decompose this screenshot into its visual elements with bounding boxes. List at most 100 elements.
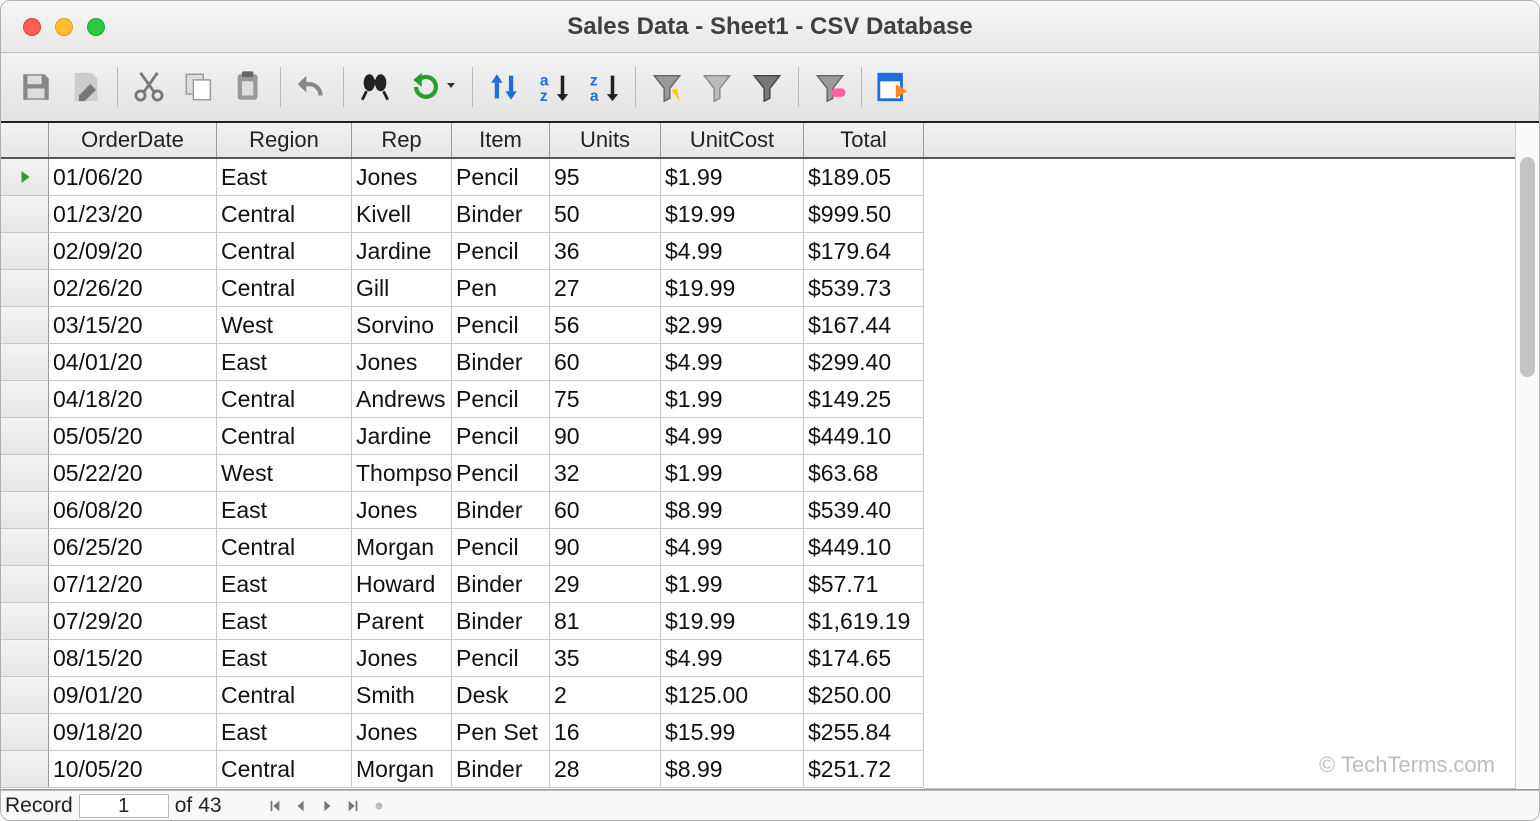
cell[interactable]: East: [217, 159, 352, 196]
cell[interactable]: 01/23/20: [49, 196, 217, 233]
table-row[interactable]: 08/15/20EastJonesPencil35$4.99$174.65: [1, 640, 924, 677]
cell[interactable]: Pencil: [452, 381, 550, 418]
cell[interactable]: Pencil: [452, 455, 550, 492]
cell[interactable]: Howard: [352, 566, 452, 603]
cell[interactable]: Binder: [452, 566, 550, 603]
cell[interactable]: $449.10: [804, 529, 924, 566]
cell[interactable]: Jones: [352, 344, 452, 381]
cell[interactable]: Morgan: [352, 529, 452, 566]
sort-button[interactable]: [479, 62, 529, 112]
cell[interactable]: Thompson: [352, 455, 452, 492]
cell[interactable]: West: [217, 455, 352, 492]
sort-asc-button[interactable]: az: [529, 62, 579, 112]
close-window-button[interactable]: [23, 18, 41, 36]
cell[interactable]: 02/09/20: [49, 233, 217, 270]
zoom-window-button[interactable]: [87, 18, 105, 36]
cell[interactable]: $250.00: [804, 677, 924, 714]
cell[interactable]: Binder: [452, 751, 550, 788]
minimize-window-button[interactable]: [55, 18, 73, 36]
cell[interactable]: $19.99: [661, 270, 804, 307]
cell[interactable]: $449.10: [804, 418, 924, 455]
cell[interactable]: Pencil: [452, 529, 550, 566]
cell[interactable]: 09/18/20: [49, 714, 217, 751]
cell[interactable]: $19.99: [661, 196, 804, 233]
cell[interactable]: $125.00: [661, 677, 804, 714]
cell[interactable]: East: [217, 603, 352, 640]
cell[interactable]: 56: [550, 307, 661, 344]
cell[interactable]: Central: [217, 418, 352, 455]
first-record-button[interactable]: [262, 795, 288, 817]
cell[interactable]: $149.25: [804, 381, 924, 418]
undo-button[interactable]: [287, 62, 337, 112]
cell[interactable]: 2: [550, 677, 661, 714]
cell[interactable]: $4.99: [661, 233, 804, 270]
find-button[interactable]: [350, 62, 400, 112]
table-row[interactable]: 09/18/20EastJonesPen Set16$15.99$255.84: [1, 714, 924, 751]
cell[interactable]: East: [217, 640, 352, 677]
table-row[interactable]: 10/05/20CentralMorganBinder28$8.99$251.7…: [1, 751, 924, 788]
cell[interactable]: $1.99: [661, 566, 804, 603]
cell[interactable]: $539.73: [804, 270, 924, 307]
cell[interactable]: Desk: [452, 677, 550, 714]
table-row[interactable]: 05/05/20CentralJardinePencil90$4.99$449.…: [1, 418, 924, 455]
data-grid[interactable]: OrderDateRegionRepItemUnitsUnitCostTotal…: [1, 123, 924, 789]
cell[interactable]: $179.64: [804, 233, 924, 270]
cell[interactable]: 10/05/20: [49, 751, 217, 788]
column-header[interactable]: Total: [804, 123, 924, 157]
cell[interactable]: $15.99: [661, 714, 804, 751]
row-header[interactable]: [1, 566, 49, 603]
cell[interactable]: 90: [550, 529, 661, 566]
cell[interactable]: $63.68: [804, 455, 924, 492]
cell[interactable]: Gill: [352, 270, 452, 307]
cell[interactable]: East: [217, 714, 352, 751]
column-header[interactable]: Item: [452, 123, 550, 157]
vertical-scrollbar[interactable]: [1515, 123, 1539, 789]
row-header[interactable]: [1, 270, 49, 307]
table-row[interactable]: 02/26/20CentralGillPen27$19.99$539.73: [1, 270, 924, 307]
cell[interactable]: 35: [550, 640, 661, 677]
cell[interactable]: 04/01/20: [49, 344, 217, 381]
row-header[interactable]: [1, 529, 49, 566]
cell[interactable]: Sorvino: [352, 307, 452, 344]
column-header[interactable]: OrderDate: [49, 123, 217, 157]
cell[interactable]: 05/22/20: [49, 455, 217, 492]
cell[interactable]: $1.99: [661, 381, 804, 418]
cell[interactable]: $1.99: [661, 455, 804, 492]
cell[interactable]: 02/26/20: [49, 270, 217, 307]
new-record-button[interactable]: [366, 795, 392, 817]
cell[interactable]: 07/12/20: [49, 566, 217, 603]
prev-record-button[interactable]: [288, 795, 314, 817]
cell[interactable]: Pencil: [452, 159, 550, 196]
cell[interactable]: 32: [550, 455, 661, 492]
cell[interactable]: Jones: [352, 714, 452, 751]
cell[interactable]: Parent: [352, 603, 452, 640]
last-record-button[interactable]: [340, 795, 366, 817]
cell[interactable]: 16: [550, 714, 661, 751]
cell[interactable]: Central: [217, 751, 352, 788]
autofilter-button[interactable]: [642, 62, 692, 112]
cell[interactable]: Pen: [452, 270, 550, 307]
cell[interactable]: Jardine: [352, 233, 452, 270]
cell[interactable]: 01/06/20: [49, 159, 217, 196]
cell[interactable]: Central: [217, 270, 352, 307]
cell[interactable]: Binder: [452, 196, 550, 233]
save-button[interactable]: [11, 62, 61, 112]
table-row[interactable]: 01/23/20CentralKivellBinder50$19.99$999.…: [1, 196, 924, 233]
cell[interactable]: Central: [217, 381, 352, 418]
cell[interactable]: Binder: [452, 344, 550, 381]
cell[interactable]: 50: [550, 196, 661, 233]
cell[interactable]: 03/15/20: [49, 307, 217, 344]
cell[interactable]: 75: [550, 381, 661, 418]
table-row[interactable]: 04/01/20EastJonesBinder60$4.99$299.40: [1, 344, 924, 381]
cell[interactable]: $539.40: [804, 492, 924, 529]
row-header[interactable]: [1, 751, 49, 788]
cell[interactable]: $189.05: [804, 159, 924, 196]
cut-button[interactable]: [124, 62, 174, 112]
cell[interactable]: $167.44: [804, 307, 924, 344]
cell[interactable]: $1,619.19: [804, 603, 924, 640]
column-header[interactable]: Units: [550, 123, 661, 157]
table-row[interactable]: 05/22/20WestThompsonPencil32$1.99$63.68: [1, 455, 924, 492]
cell[interactable]: East: [217, 492, 352, 529]
cell[interactable]: 06/25/20: [49, 529, 217, 566]
cell[interactable]: Central: [217, 677, 352, 714]
